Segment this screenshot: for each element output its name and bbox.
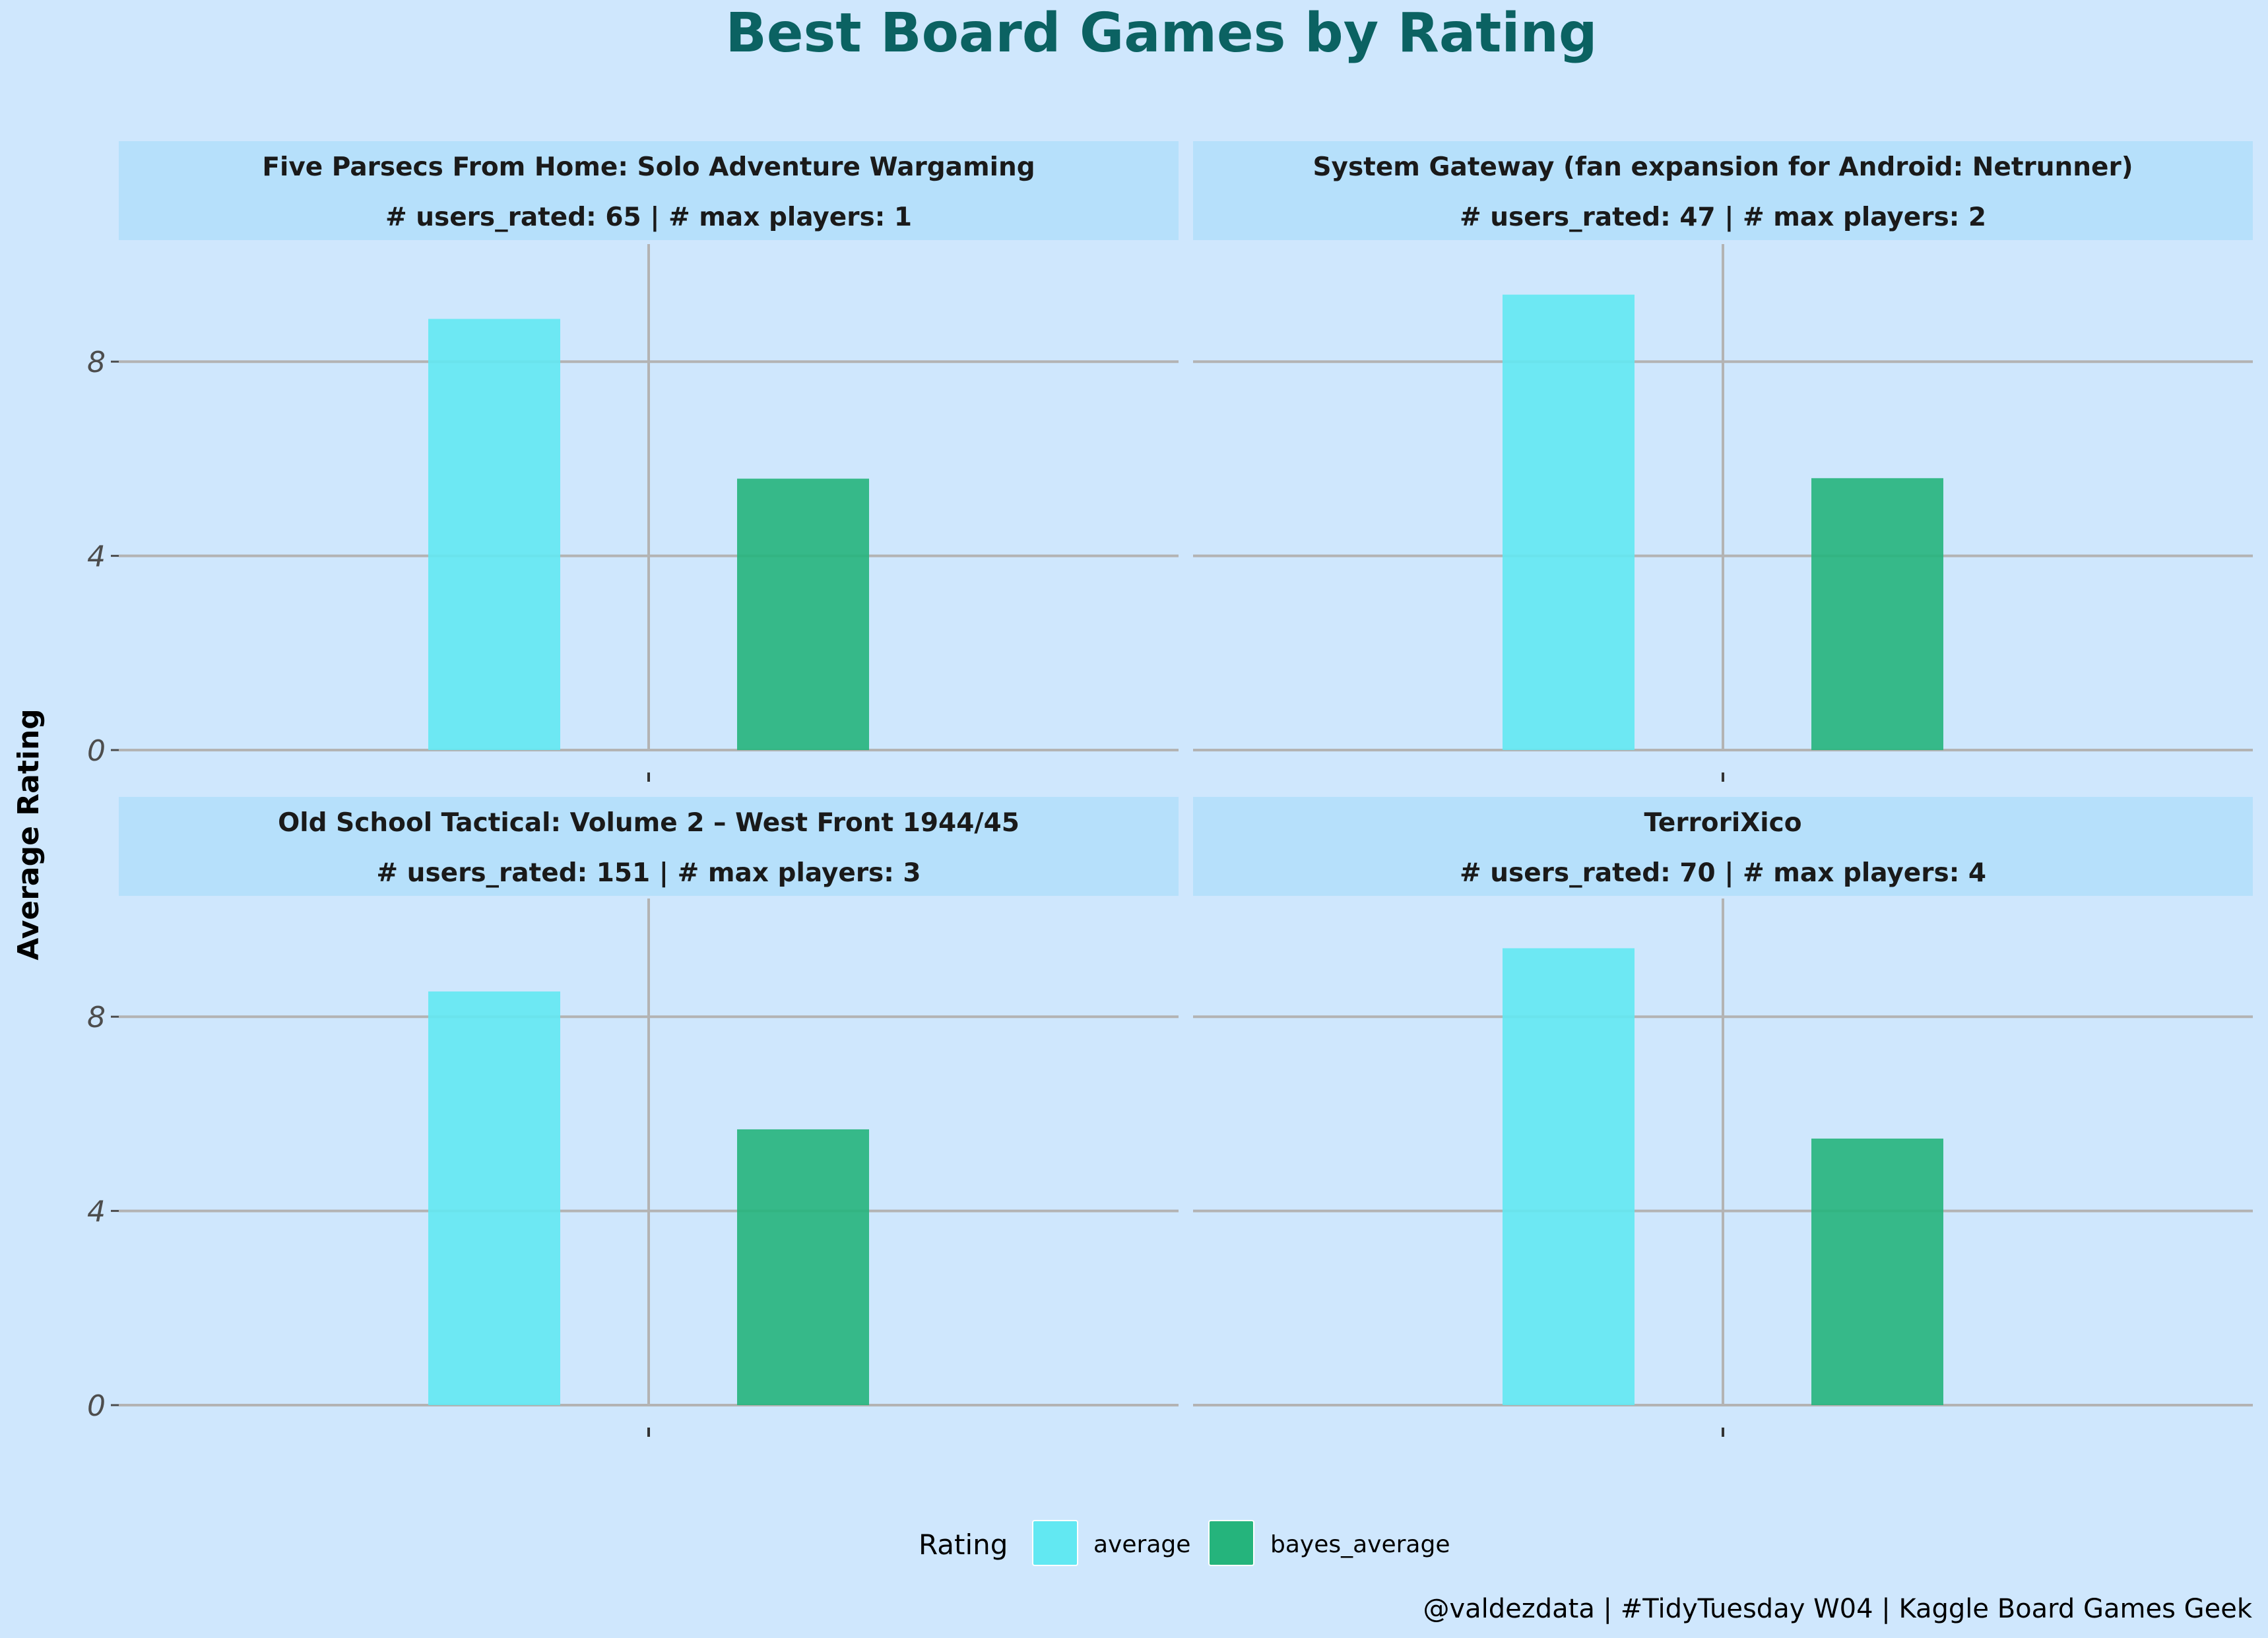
facet-strip [119, 797, 1179, 896]
panels: Five Parsecs From Home: Solo Adventure W… [87, 141, 2253, 1437]
facet-panel-2: System Gateway (fan expansion for Androi… [1193, 141, 2253, 782]
facet-title: Old School Tactical: Volume 2 – West Fro… [278, 808, 1020, 838]
facet-panel-4: TerroriXico # users_rated: 70 | # max pla… [1193, 797, 2253, 1437]
facet-title: Five Parsecs From Home: Solo Adventure W… [262, 152, 1035, 182]
bar-bayes-average [1811, 478, 1943, 750]
facet-subtitle: # users_rated: 65 | # max players: 1 [385, 203, 912, 232]
caption: @valdezdata | #TidyTuesday W04 | Kaggle … [1423, 1594, 2252, 1624]
bar-average [1503, 294, 1635, 751]
bar-bayes-average [737, 1129, 869, 1405]
facet-title: TerroriXico [1644, 808, 1801, 838]
bar-bayes-average [1811, 1138, 1943, 1405]
bar-average [428, 319, 560, 750]
facet-subtitle: # users_rated: 70 | # max players: 4 [1460, 858, 1986, 888]
y-tick-label: 4 [87, 540, 106, 574]
facet-strip [119, 141, 1179, 240]
facet-title: System Gateway (fan expansion for Androi… [1312, 152, 2133, 182]
y-tick-label: 4 [87, 1195, 106, 1229]
legend-swatch-average [1032, 1520, 1078, 1566]
legend-title: Rating [919, 1528, 1008, 1561]
legend-label-average: average [1093, 1531, 1190, 1558]
y-axis-title: Average Rating [12, 709, 46, 961]
bar-average [1503, 948, 1635, 1405]
y-tick-label: 8 [87, 1001, 106, 1034]
legend-label-bayes-average: bayes_average [1270, 1531, 1450, 1558]
facet-strip [1193, 141, 2253, 240]
facet-subtitle: # users_rated: 47 | # max players: 2 [1460, 203, 1986, 232]
legend-swatch-bayes-average [1208, 1520, 1254, 1566]
facet-panel-1: Five Parsecs From Home: Solo Adventure W… [87, 141, 1179, 782]
facet-subtitle: # users_rated: 151 | # max players: 3 [376, 858, 921, 888]
chart-title: Best Board Games by Rating [725, 2, 1597, 65]
y-tick-label: 8 [87, 346, 106, 379]
y-tick-label: 0 [87, 1389, 106, 1423]
bar-average [428, 991, 560, 1405]
facet-strip [1193, 797, 2253, 896]
bar-bayes-average [737, 478, 869, 750]
y-tick-label: 0 [87, 734, 106, 768]
facet-panel-3: Old School Tactical: Volume 2 – West Fro… [87, 797, 1179, 1437]
legend: Rating average bayes_average [919, 1520, 1450, 1566]
